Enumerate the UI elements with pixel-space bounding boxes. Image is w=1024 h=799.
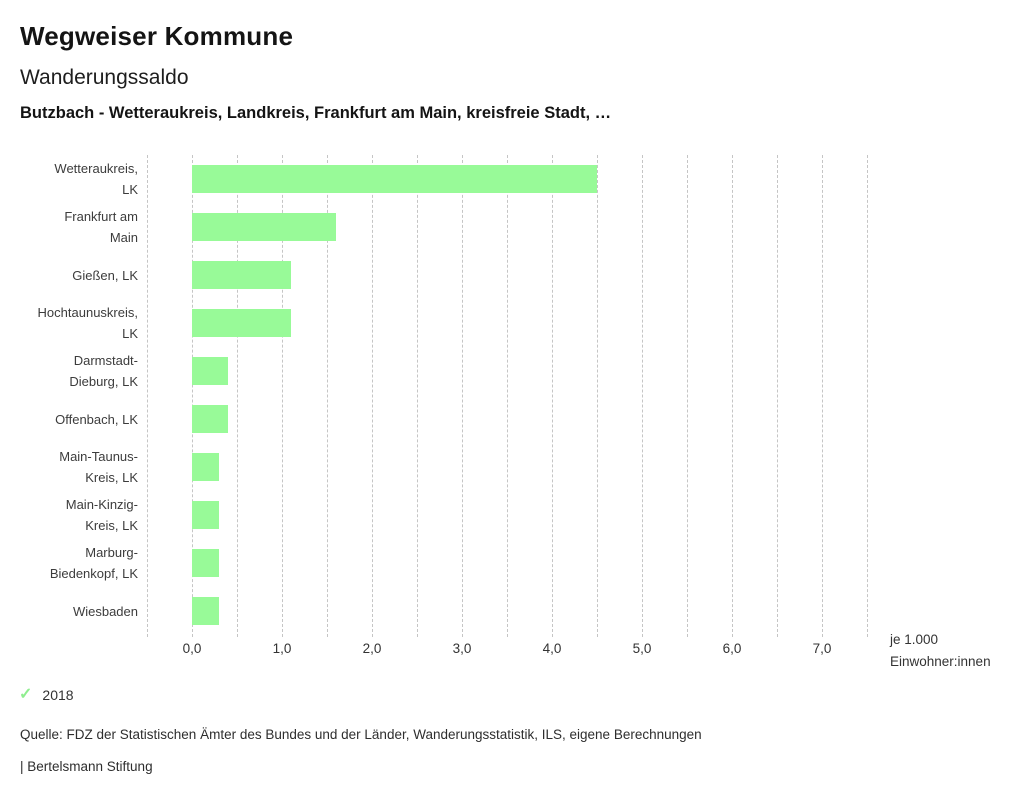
bar[interactable] (192, 165, 597, 193)
gridline (507, 155, 508, 637)
bar[interactable] (192, 309, 291, 337)
gridline (192, 155, 193, 637)
gridline (597, 155, 598, 637)
x-tick-label: 5,0 (632, 641, 652, 656)
x-tick-label: 6,0 (722, 641, 742, 656)
gridline (777, 155, 778, 637)
check-icon: ✓ (19, 686, 33, 703)
bar[interactable] (192, 501, 219, 529)
bar[interactable] (192, 213, 336, 241)
x-tick-label: 3,0 (452, 641, 472, 656)
gridline (372, 155, 373, 637)
gridline (462, 155, 463, 637)
category-label: Frankfurt am Main (64, 209, 138, 245)
gridline (327, 155, 328, 637)
attribution-text: | Bertelsmann Stiftung (20, 759, 153, 774)
category-label: Main-Kinzig- Kreis, LK (65, 497, 138, 533)
app-title: Wegweiser Kommune (20, 21, 294, 51)
gridline (417, 155, 418, 637)
axis-unit-label: je 1.000 Einwohner:innen (890, 629, 991, 672)
x-tick-label: 0,0 (182, 641, 202, 656)
legend-item-2018[interactable]: ✓ 2018 (19, 686, 74, 704)
page-title: Wanderungssaldo (20, 66, 189, 89)
axis-unit-line1: je 1.000 (890, 632, 939, 647)
bar[interactable] (192, 405, 228, 433)
chart-subtitle: Butzbach - Wetteraukreis, Landkreis, Fra… (20, 104, 612, 122)
bar[interactable] (192, 597, 219, 625)
gridline (282, 155, 283, 637)
category-label: Main-Taunus- Kreis, LK (59, 449, 138, 485)
x-tick-label: 2,0 (362, 641, 382, 656)
category-label: Wetteraukreis, LK (54, 161, 138, 197)
category-label: Marburg- Biedenkopf, LK (49, 545, 138, 581)
category-label: Hochtaunuskreis, LK (37, 305, 138, 341)
x-tick-label: 1,0 (272, 641, 292, 656)
gridline (867, 155, 868, 637)
gridline (552, 155, 553, 637)
axis-unit-line2: Einwohner:innen (890, 653, 991, 669)
gridline (687, 155, 688, 637)
bar[interactable] (192, 357, 228, 385)
bar[interactable] (192, 453, 219, 481)
x-tick-label: 4,0 (542, 641, 562, 656)
x-tick-label: 7,0 (812, 641, 832, 656)
category-label: Wiesbaden (72, 603, 138, 619)
source-text: Quelle: FDZ der Statistischen Ämter des … (20, 727, 702, 742)
gridline (822, 155, 823, 637)
category-label: Gießen, LK (72, 267, 138, 283)
category-label: Offenbach, LK (55, 411, 138, 427)
legend-label: 2018 (42, 687, 74, 703)
bar[interactable] (192, 261, 291, 289)
gridline (732, 155, 733, 637)
gridline (237, 155, 238, 637)
gridline (642, 155, 643, 637)
gridline (147, 155, 148, 637)
bar[interactable] (192, 549, 219, 577)
category-label: Darmstadt- Dieburg, LK (69, 353, 138, 389)
